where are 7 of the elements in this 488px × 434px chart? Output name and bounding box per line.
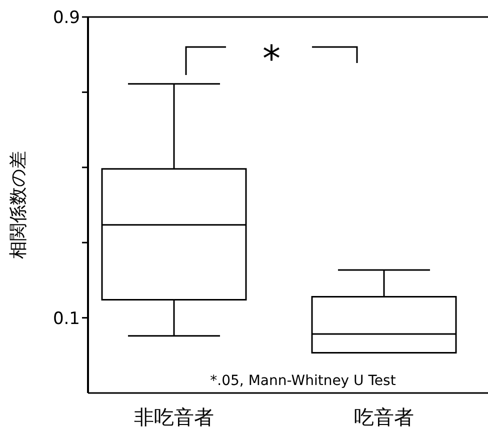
y-tick-label: 0.9 <box>52 8 80 28</box>
y-tick-label: 0.1 <box>52 308 80 329</box>
y-axis-title: 相関係数の差 <box>8 151 29 259</box>
x-tick-label: 非吃音者 <box>134 405 214 429</box>
annotation: * <box>262 39 280 80</box>
x-tick-label: 吃音者 <box>354 405 414 429</box>
annotation: *.05, Mann-Whitney U Test <box>210 373 396 389</box>
